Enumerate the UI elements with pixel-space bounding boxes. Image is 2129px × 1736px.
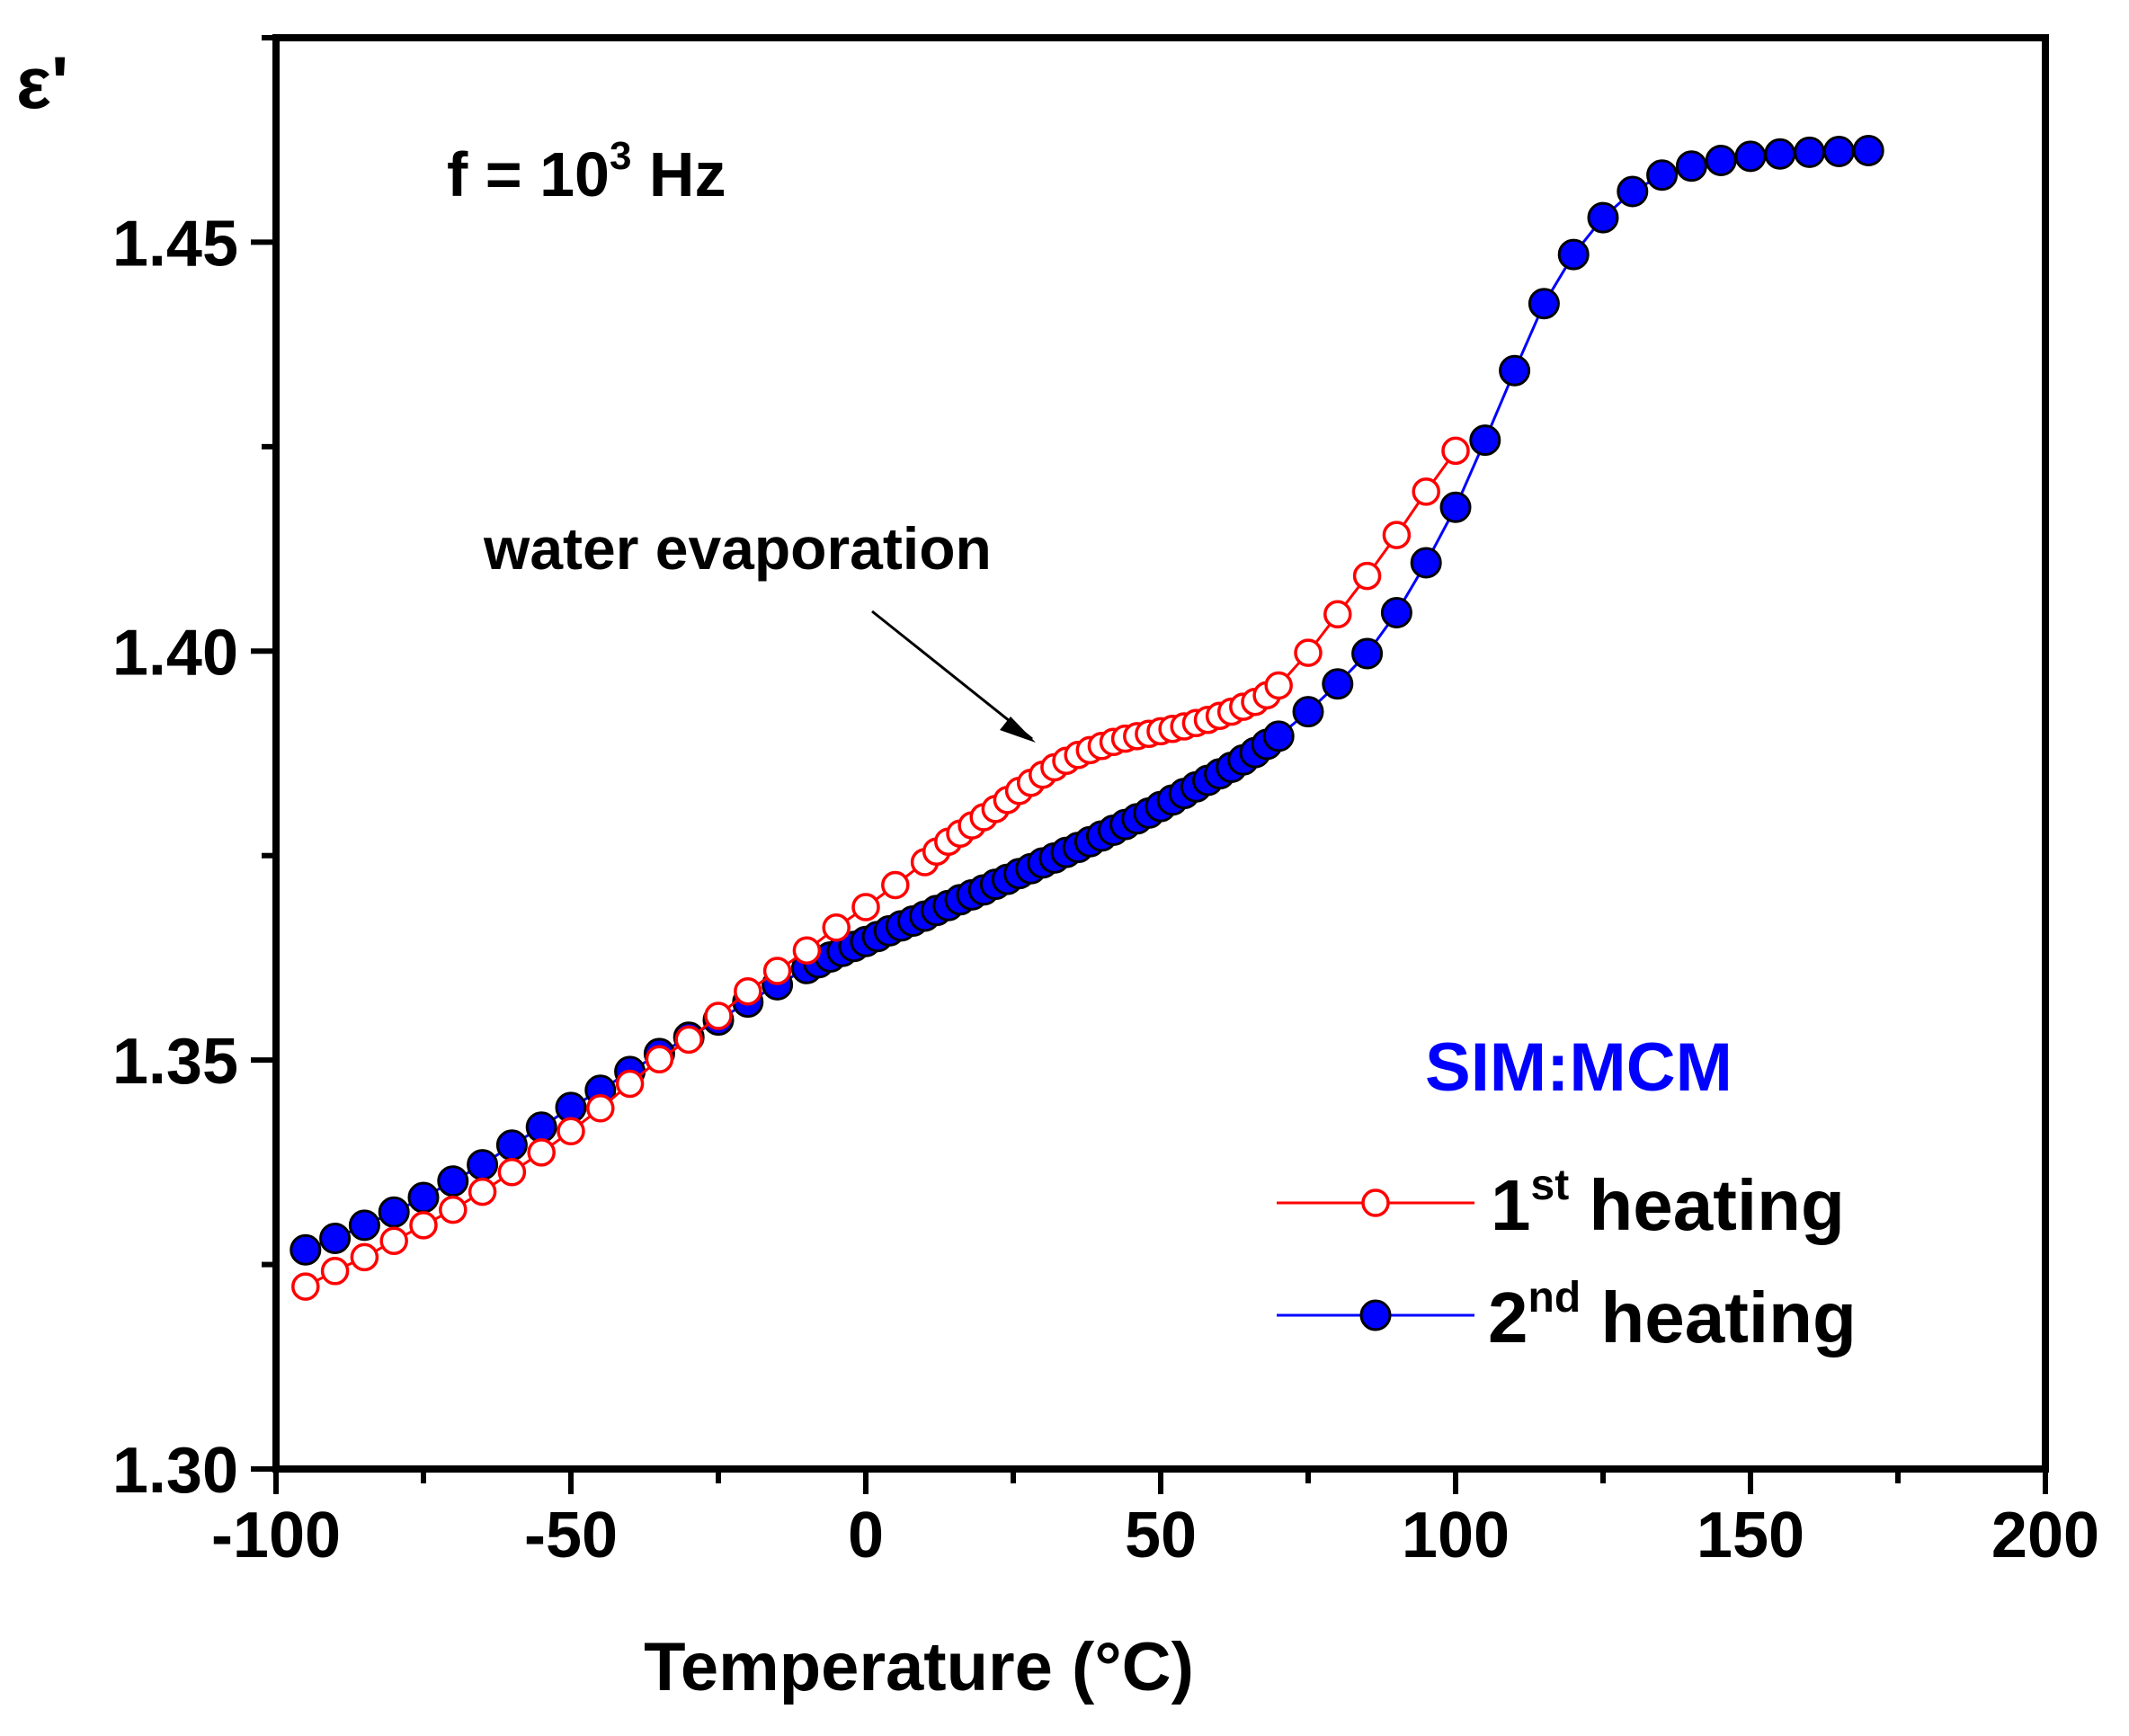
y-tick-label: 1.45 [112,208,238,280]
data-point-1st-heating [762,957,792,985]
data-point-1st-heating [409,1211,438,1240]
x-tick-label: -50 [524,1500,618,1571]
data-point-2nd-heating [1292,696,1324,728]
data-point-1st-heating [320,1257,350,1286]
y-tick-label: 1.30 [112,1435,238,1507]
data-point-1st-heating [822,913,851,942]
x-tick-label: 200 [1991,1500,2099,1571]
legend-entry-2nd-heating: 2nd heating [1277,1274,1857,1358]
legend-label-2nd-heating: 2nd heating [1488,1274,1857,1358]
legend-marker-1st-heating [1361,1188,1390,1217]
data-point-2nd-heating [348,1209,380,1242]
data-point-2nd-heating [1528,288,1560,320]
data-point-1st-heating [1352,561,1382,591]
legend-label-2nd-base: 2 [1488,1278,1528,1358]
x-tick-label: 150 [1697,1500,1804,1571]
data-point-1st-heating [881,870,910,900]
data-point-1st-heating [527,1138,556,1167]
axis-layer: -100 -50 0 50 100 150 200 1.30 1.35 1.40 1.45 [112,34,2099,1571]
data-point-1st-heating [586,1094,615,1123]
data-point-2nd-heating [525,1111,557,1144]
data-point-2nd-heating [495,1129,528,1162]
legend-label-1st-base: 1 [1491,1165,1531,1245]
data-point-2nd-heating [1822,136,1855,167]
data-point-2nd-heating [1380,597,1412,628]
data-point-2nd-heating [1764,138,1796,170]
data-point-2nd-heating [1262,720,1295,752]
data-point-1st-heating [704,1002,733,1030]
frequency-exponent: 3 [610,134,631,178]
data-point-2nd-heating [1617,175,1649,208]
data-point-2nd-heating [1794,136,1826,168]
legend-label-1st-heating: 1st heating [1491,1162,1845,1245]
legend-label-1st-rest: heating [1569,1165,1845,1245]
data-point-2nd-heating [1439,491,1472,523]
data-point-1st-heating [557,1117,585,1146]
data-point-1st-heating [1323,600,1352,629]
data-point-2nd-heating [1557,238,1590,271]
data-point-1st-heating [439,1195,468,1224]
data-point-1st-heating [291,1272,320,1301]
data-point-1st-heating [350,1242,379,1272]
data-point-2nd-heating [1322,668,1354,700]
data-point-1st-heating [851,893,880,921]
data-point-1st-heating [645,1045,674,1073]
data-point-2nd-heating [1587,201,1619,234]
data-point-1st-heating [468,1177,497,1206]
water-evaporation-label: water evaporation [483,515,992,582]
plot-frame [272,34,2049,1473]
data-point-2nd-heating [1469,424,1501,457]
legend-label-1st-sup: st [1531,1162,1570,1209]
legend-title: SIM:MCM [1425,1029,1733,1106]
x-tick-label: 100 [1402,1500,1510,1571]
x-tick-label: 0 [848,1500,884,1571]
data-point-1st-heating [1441,436,1470,466]
data-point-1st-heating [792,936,822,965]
data-point-1st-heating [379,1226,408,1255]
data-point-1st-heating [674,1025,703,1055]
data-point-1st-heating [1264,671,1293,700]
data-point-1st-heating [1294,638,1323,667]
frequency-unit: Hz [631,139,726,209]
annotation-arrow [871,610,1033,741]
data-point-2nd-heating [1675,150,1707,183]
series-1st-heating [291,436,1470,1301]
y-axis-title: ε' [16,42,68,124]
data-point-2nd-heating [1646,159,1679,191]
frequency-prefix: f = 10 [447,139,610,209]
data-point-1st-heating [497,1158,527,1187]
data-point-2nd-heating [407,1181,440,1214]
data-point-1st-heating [734,976,762,1006]
series-layer [290,135,1884,1301]
data-point-2nd-heating [467,1149,499,1181]
data-point-1st-heating [615,1069,645,1099]
x-axis-title: Temperature (°C) [644,1629,1194,1705]
legend-entry-1st-heating: 1st heating [1277,1162,1845,1245]
data-point-2nd-heating [1499,354,1531,387]
data-point-2nd-heating [378,1196,410,1228]
data-point-2nd-heating [1734,140,1767,173]
x-tick-label: -100 [211,1500,341,1571]
data-point-1st-heating [1412,477,1440,506]
y-tick-label: 1.35 [112,1026,238,1098]
x-tick-label: 50 [1125,1500,1197,1571]
data-point-2nd-heating [1852,135,1884,166]
legend-label-2nd-sup: nd [1528,1274,1581,1322]
legend-label-2nd-rest: heating [1581,1278,1857,1358]
series-2nd-heating [290,135,1884,1266]
legend-marker-2nd-heating [1359,1299,1392,1331]
data-point-2nd-heating [437,1165,469,1197]
data-point-2nd-heating [1705,145,1737,176]
data-point-1st-heating [1382,521,1412,549]
data-point-2nd-heating [1351,637,1384,670]
annotation-arrowhead [1000,717,1036,743]
data-point-2nd-heating [319,1223,352,1254]
data-point-2nd-heating [1410,547,1442,579]
frequency-annotation: f = 103 Hz [447,134,726,209]
data-point-2nd-heating [290,1233,322,1266]
y-tick-label: 1.40 [112,617,238,689]
